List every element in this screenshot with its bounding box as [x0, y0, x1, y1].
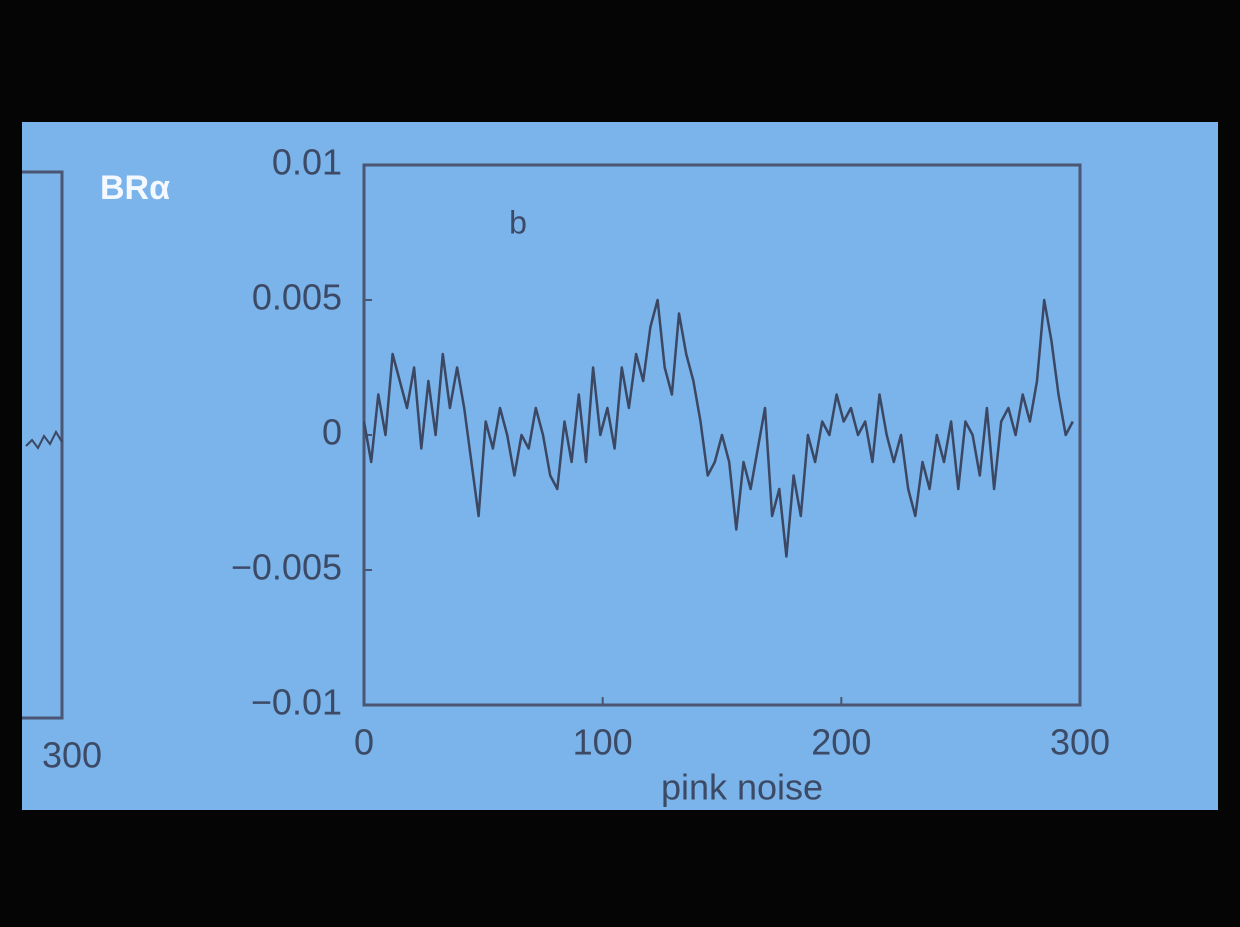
y-tick-label: 0.01 — [272, 142, 342, 183]
x-tick-label: 0 — [354, 722, 374, 763]
page: BRα 0.01 0.005 0 −0.005 −0.01 0 100 200 300 pink … — [0, 0, 1240, 927]
panel-annotation: b — [509, 204, 527, 240]
projection-panel — [22, 122, 1218, 810]
x-tick-label: 200 — [811, 722, 871, 763]
x-tick-label: 300 — [1050, 722, 1110, 763]
y-tick-label: −0.01 — [251, 682, 342, 723]
y-tick-label: −0.005 — [231, 547, 342, 588]
screen: BRα 0.01 0.005 0 −0.005 −0.01 0 100 200 300 pink … — [0, 0, 1240, 927]
y-tick-label: 0.005 — [252, 277, 342, 318]
x-tick-label: 100 — [573, 722, 633, 763]
x-axis-label: pink noise — [661, 767, 823, 808]
y-tick-label: 0 — [322, 412, 342, 453]
channel-logo: BRα — [100, 169, 170, 207]
x-tick-label: 300 — [42, 735, 102, 776]
